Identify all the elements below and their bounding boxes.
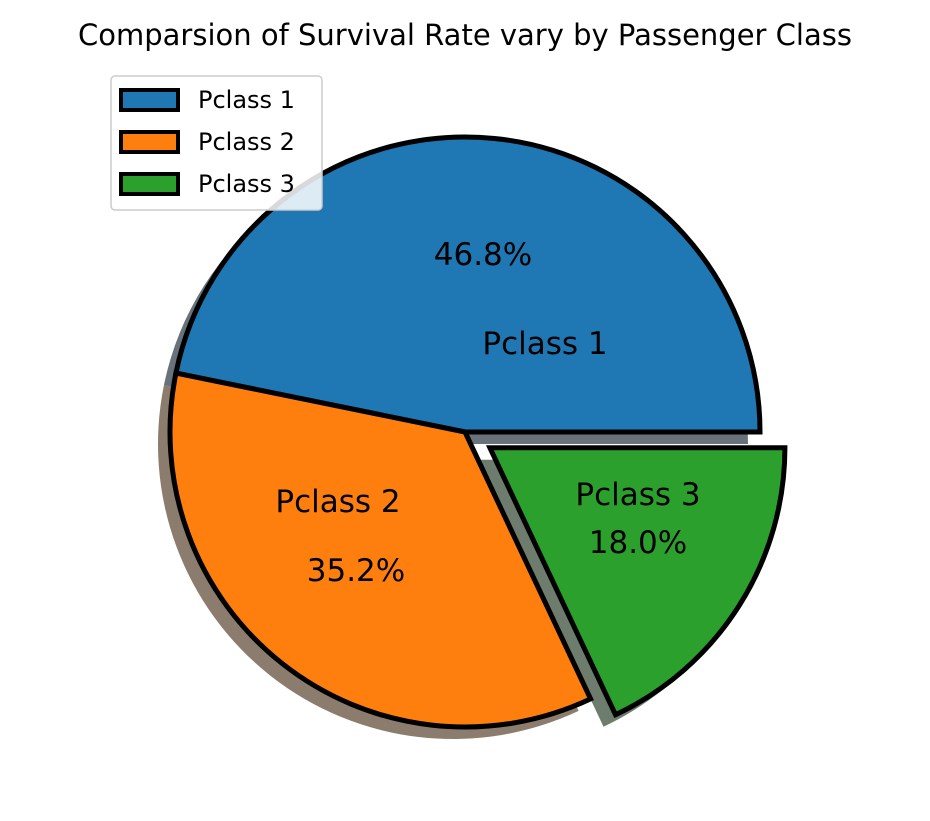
slice-category-label-pclass-2: Pclass 2 [275, 484, 400, 520]
legend-swatch-pclass-3 [119, 172, 180, 196]
legend-swatch-pclass-1 [119, 88, 180, 112]
legend-label-pclass-1: Pclass 1 [198, 86, 295, 114]
legend: Pclass 1 Pclass 2 Pclass 3 [110, 75, 323, 211]
legend-label-pclass-2: Pclass 2 [198, 128, 295, 156]
legend-label-pclass-3: Pclass 3 [198, 170, 295, 198]
slice-percent-label-pclass-2: 35.2% [307, 553, 405, 589]
slice-category-label-pclass-1: Pclass 1 [482, 326, 607, 362]
pie-labels: Pclass 1 46.8% Pclass 2 35.2% Pclass 3 18.0% [275, 237, 700, 589]
slice-percent-label-pclass-3: 18.0% [589, 525, 687, 561]
chart-title: Comparsion of Survival Rate vary by Pass… [78, 18, 852, 52]
pie-slices [167, 134, 788, 730]
pie-slice-pclass-2 [167, 370, 594, 730]
pie-slice-pclass-3 [485, 445, 788, 719]
legend-swatch-pclass-2 [119, 130, 180, 154]
slice-category-label-pclass-3: Pclass 3 [575, 477, 700, 513]
slice-percent-label-pclass-1: 46.8% [434, 237, 532, 273]
pie-slice-pclass-1 [172, 134, 763, 435]
